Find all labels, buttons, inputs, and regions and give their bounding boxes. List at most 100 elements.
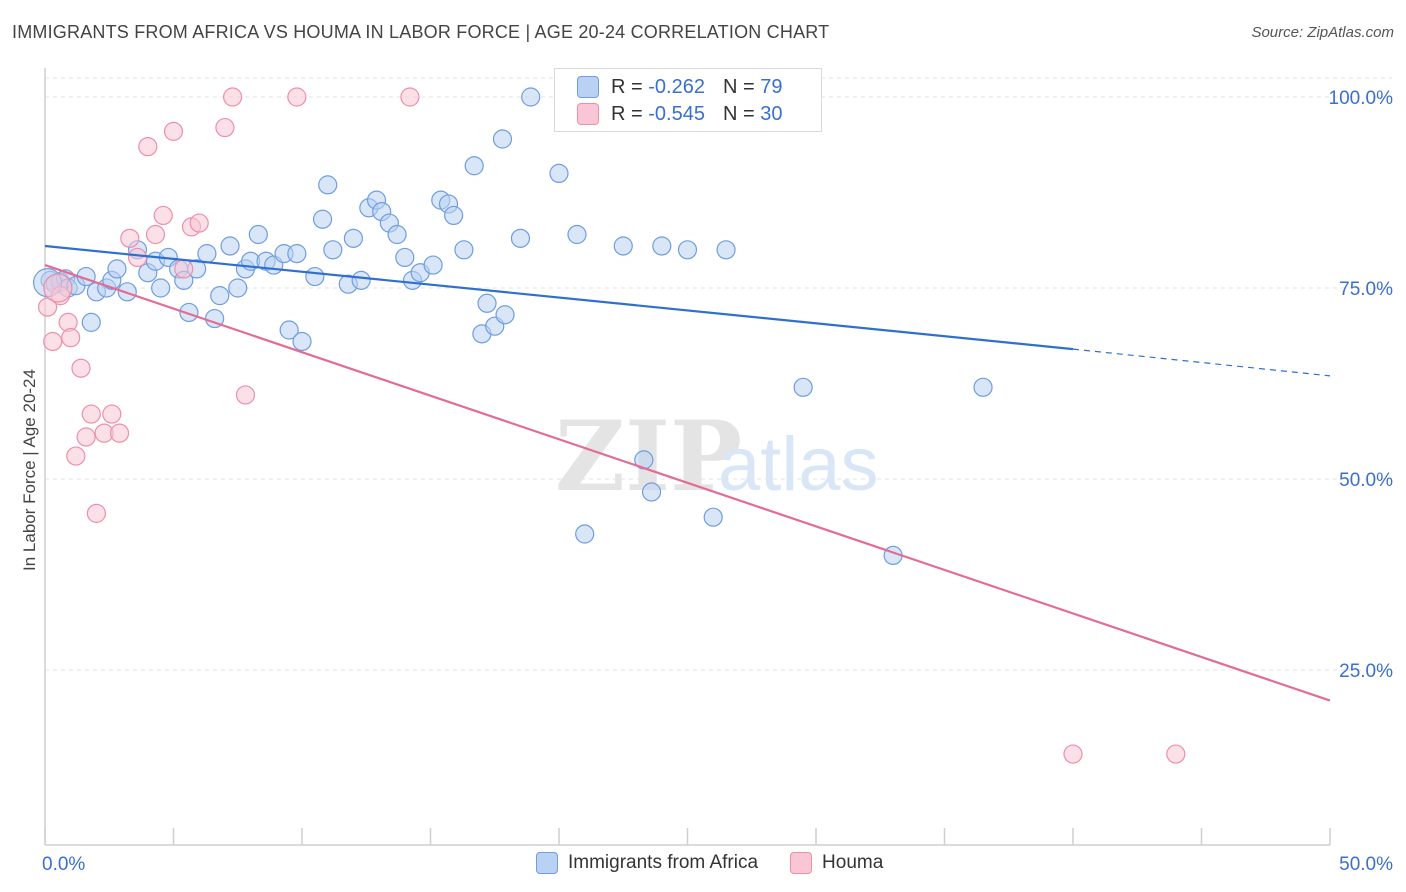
immigrants-point [677,240,698,260]
houma-point [61,328,81,348]
immigrants-point [312,209,333,229]
houma-point [81,404,101,424]
immigrants-point [81,312,101,332]
immigrants-point [464,156,484,176]
immigrants-point [613,236,633,256]
houma-point [153,205,173,226]
immigrants-point [454,240,474,260]
y-tick-label: 25.0% [1339,661,1393,682]
immigrants-point [510,228,531,248]
n-value: 30 [760,102,783,125]
houma-point [102,404,122,424]
immigrants-point [549,163,569,183]
x-tick-label-max: 50.0% [1339,854,1393,875]
immigrants-legend-swatch [536,852,558,874]
houma-point [1063,744,1083,764]
houma-point [86,503,107,523]
series-houma-points [37,87,1186,764]
legend-item-houma[interactable]: Houma [790,852,883,874]
houma-point [43,273,73,303]
houma-point [189,213,209,233]
legend-item-immigrants[interactable]: Immigrants from Africa [536,852,758,874]
regression-lines [44,244,1331,702]
houma-point [127,247,148,268]
houma-point [174,259,194,279]
immigrants-point [477,293,497,313]
houma-point [400,87,420,107]
immigrants-point [703,507,723,527]
houma-point [120,228,140,248]
x-tick-label-min: 0.0% [42,854,85,875]
r-label: R = [611,102,643,125]
houma-point [1166,744,1186,764]
watermark-layer: ZIPatlas [555,400,879,513]
n-value: 79 [760,75,783,98]
immigrants-point [305,266,325,287]
immigrants-trend-extension [1072,348,1331,377]
houma-point [163,121,184,141]
houma-point [76,427,96,447]
houma-point [71,358,91,378]
immigrants-point [793,377,813,397]
stats-row-houma: R = -0.545 N = 30 [577,101,782,127]
immigrants-point [343,228,363,248]
tick-labels: 100.0% 75.0% 50.0% 25.0% 0.0% 50.0% [42,88,1393,875]
houma-trend-line [44,264,1331,702]
r-value: -0.545 [648,102,705,125]
immigrants-point [567,224,587,245]
immigrants-point [973,377,993,397]
y-tick-label: 75.0% [1339,279,1393,300]
immigrants-swatch [577,76,599,98]
n-label: N = [722,102,755,125]
immigrants-point [641,482,662,502]
immigrants-point [351,270,371,290]
immigrants-point [575,524,595,544]
immigrants-point [323,240,343,260]
immigrants-point [292,331,312,352]
chart-title: IMMIGRANTS FROM AFRICA VS HOUMA IN LABOR… [12,22,830,42]
legend-label: Houma [822,852,884,873]
houma-point [215,117,235,138]
stats-legend: R = -0.262 N = 79 R = -0.545 N = 30 [554,68,822,132]
y-axis-label: In Labor Force | Age 20-24 [20,369,39,571]
houma-point [138,137,158,157]
houma-point [145,224,166,245]
immigrants-point [279,320,299,340]
immigrants-trend-line [44,244,1074,351]
immigrants-point [495,305,515,325]
immigrants-point [716,240,736,260]
stats-row-immigrants: R = -0.262 N = 79 [577,74,782,100]
immigrants-point [652,236,672,256]
immigrants-point [210,286,230,306]
houma-legend-swatch [790,852,813,874]
immigrants-point [318,175,338,195]
source-label: Source: ZipAtlas.com [1251,24,1394,41]
immigrants-point [248,224,268,245]
immigrants-point [395,247,415,268]
axis-layer [44,68,1331,846]
immigrants-point [151,278,171,298]
legend-label: Immigrants from Africa [568,852,759,873]
houma-point [66,446,86,466]
r-label: R = [611,75,643,98]
houma-point [109,423,130,443]
immigrants-point [197,244,217,264]
houma-point [43,331,63,352]
houma-point [223,87,243,107]
immigrants-point [492,129,513,149]
houma-swatch [577,103,599,125]
grid-layer [45,77,1392,671]
y-tick-label: 100.0% [1329,88,1394,109]
r-value: -0.262 [648,75,705,98]
houma-point [287,87,307,107]
houma-point [235,385,256,405]
immigrants-point [423,255,443,275]
immigrants-point [228,278,248,298]
watermark-atlas: atlas [718,422,879,507]
n-label: N = [722,75,755,98]
immigrants-point [220,236,240,256]
immigrants-point [179,302,199,323]
immigrants-point [444,205,464,226]
immigrants-point [107,259,127,279]
